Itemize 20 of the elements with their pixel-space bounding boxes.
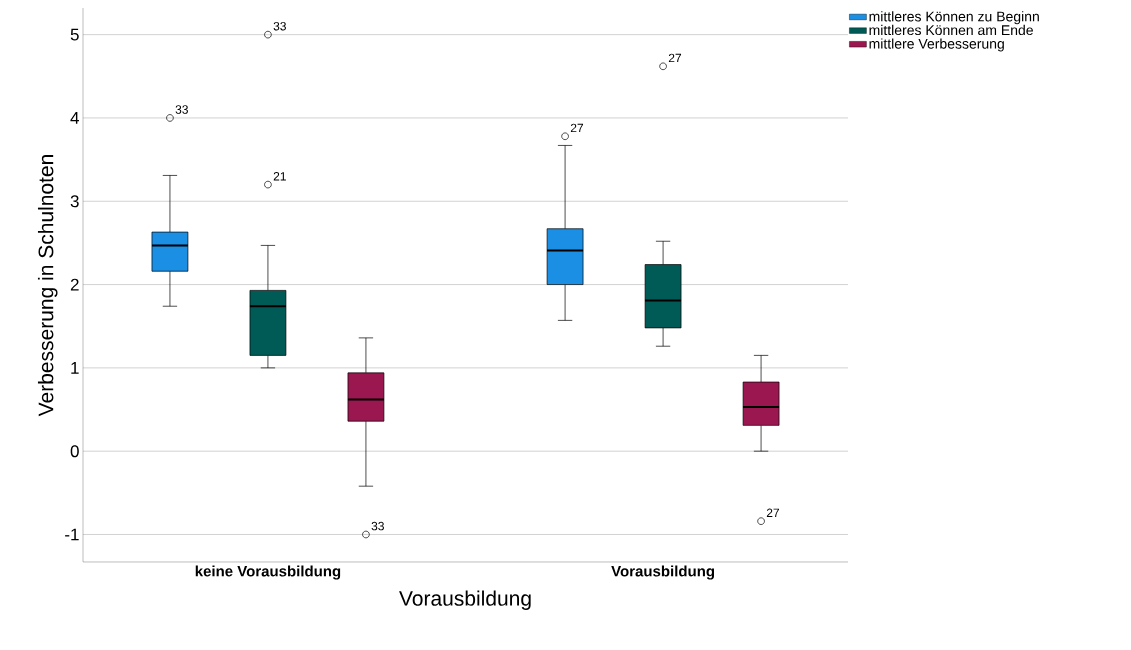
legend-label: mittleres Können am Ende (869, 24, 1033, 36)
annotation: 27 (570, 123, 584, 133)
annotation: 27 (766, 508, 780, 517)
x-axis-title: Vorausbildung (399, 590, 531, 610)
y-tick-label: 0 (70, 445, 79, 458)
y-tick-label: 4 (70, 112, 79, 124)
annotation: 21 (273, 172, 286, 181)
annotation: 33 (175, 105, 188, 114)
annotation: 33 (273, 21, 286, 31)
y-tick-label: 1 (71, 362, 79, 374)
annotation: 27 (668, 53, 682, 63)
y-tick-label: 2 (70, 278, 79, 291)
y-tick-label: -1 (65, 528, 79, 541)
y-axis-title: Verbesserung in Schulnoten (37, 155, 58, 417)
legend-label: mittleres Können zu Beginn (869, 11, 1039, 25)
y-tick-label: 5 (70, 28, 79, 41)
annotation: 33 (371, 521, 384, 531)
x-tick-label: keine Vorausbildung (195, 565, 341, 580)
legend-label: mittlere Verbesserung (869, 38, 1004, 52)
y-tick-label: 3 (70, 195, 79, 208)
